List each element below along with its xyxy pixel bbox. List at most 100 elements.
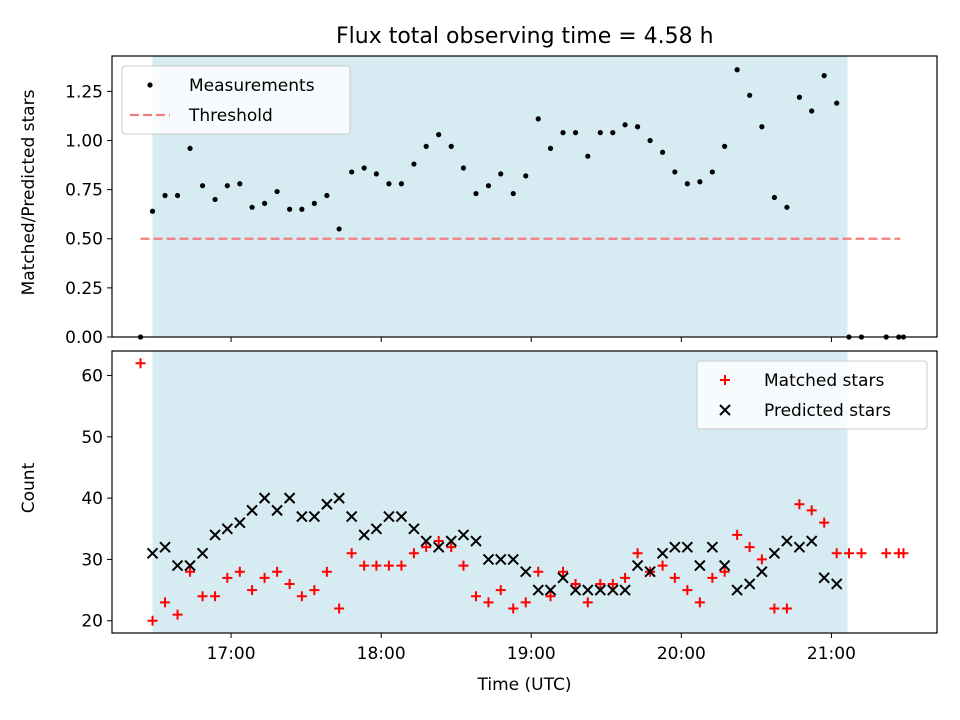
matched-star-point bbox=[694, 597, 705, 608]
count-panel: 20 30 40 50 60 17:00 18:00 19:00 20:00 21:00 Cou… bbox=[19, 350, 938, 695]
data-marks bbox=[137, 67, 907, 340]
measurement-point bbox=[622, 122, 628, 128]
measurement-point bbox=[224, 183, 230, 189]
measurement-point bbox=[796, 94, 803, 100]
measurement-point bbox=[237, 181, 243, 187]
predicted-star-point bbox=[209, 529, 221, 541]
matched-star-point bbox=[160, 597, 171, 608]
legend-label: Measurements bbox=[189, 76, 315, 96]
measurement-point bbox=[361, 165, 367, 171]
y-tick-label: 1.00 bbox=[65, 131, 103, 151]
matched-star-point bbox=[222, 572, 233, 583]
predicted-star-point bbox=[507, 553, 519, 566]
measurement-point bbox=[149, 208, 156, 214]
measurement-point bbox=[585, 153, 591, 159]
measurement-point bbox=[485, 183, 492, 189]
predicted-star-point bbox=[557, 572, 569, 584]
measurement-point bbox=[336, 226, 342, 232]
matched-star-point bbox=[856, 548, 867, 559]
matched-star-point bbox=[421, 542, 432, 553]
x-axis-label: Time (UTC) bbox=[477, 675, 572, 695]
predicted-star-point bbox=[345, 510, 358, 523]
matched-star-point bbox=[607, 578, 618, 589]
predicted-star-point bbox=[495, 553, 507, 566]
measurement-point bbox=[249, 204, 255, 210]
x-ticks: 17:00 18:00 19:00 20:00 21:00 bbox=[207, 633, 856, 664]
predicted-star-point bbox=[482, 553, 495, 566]
matched-star-point bbox=[234, 566, 245, 577]
measurement-point bbox=[299, 206, 305, 212]
predicted-star-point bbox=[830, 578, 843, 590]
x-tick-label: 21:00 bbox=[807, 644, 856, 664]
predicted-star-point bbox=[408, 523, 420, 535]
matched-star-point bbox=[582, 597, 593, 608]
measurement-point bbox=[311, 200, 317, 206]
predicted-star-point bbox=[706, 541, 719, 553]
matched-star-point bbox=[843, 548, 854, 559]
predicted-star-point bbox=[470, 535, 482, 547]
matched-star-point bbox=[558, 566, 569, 577]
y-tick-label: 40 bbox=[81, 489, 103, 509]
measurement-point bbox=[287, 206, 293, 212]
x-ticks bbox=[230, 337, 832, 342]
predicted-star-point bbox=[818, 572, 830, 584]
matched-star-point bbox=[508, 603, 519, 614]
predicted-star-point bbox=[793, 541, 806, 553]
measurement-point bbox=[784, 204, 790, 210]
matched-star-point bbox=[898, 548, 909, 559]
measurement-point bbox=[572, 130, 579, 136]
matched-star-point bbox=[470, 591, 481, 602]
matched-star-point bbox=[272, 566, 283, 577]
x-tick-label: 17:00 bbox=[207, 644, 256, 664]
predicted-star-point bbox=[333, 492, 345, 504]
y-tick-label: 0.50 bbox=[65, 230, 103, 250]
matched-star-point bbox=[359, 560, 370, 571]
matched-star-point bbox=[520, 597, 531, 608]
matched-star-point bbox=[135, 358, 146, 369]
measurement-point bbox=[809, 108, 815, 114]
measurement-point bbox=[547, 145, 554, 151]
measurement-point bbox=[187, 145, 193, 151]
measurement-point bbox=[747, 92, 753, 98]
predicted-star-point bbox=[457, 529, 470, 541]
legend-box bbox=[121, 65, 351, 135]
legend-marker bbox=[147, 82, 153, 88]
measurement-point bbox=[460, 165, 467, 171]
matched-star-point bbox=[197, 591, 208, 602]
predicted-star-point bbox=[532, 584, 544, 596]
measurement-point bbox=[274, 188, 280, 195]
y-ticks: 20 30 40 50 60 bbox=[81, 367, 112, 632]
predicted-star-point bbox=[607, 584, 619, 596]
legend-marker bbox=[720, 375, 730, 385]
matched-star-point bbox=[247, 585, 258, 596]
predicted-star-point bbox=[694, 559, 706, 572]
y-axis-label: Count bbox=[19, 462, 39, 513]
predicted-star-point bbox=[283, 492, 296, 504]
measurement-point bbox=[834, 100, 840, 106]
predicted-star-point bbox=[582, 584, 594, 596]
predicted-star-point bbox=[221, 523, 234, 535]
matched-star-point bbox=[371, 560, 382, 571]
matched-star-point bbox=[769, 603, 780, 614]
legend-label: Matched stars bbox=[764, 371, 884, 391]
matched-star-point bbox=[383, 560, 394, 571]
predicted-star-point bbox=[756, 565, 768, 578]
legend-label: Threshold bbox=[188, 106, 273, 126]
matched-star-point bbox=[210, 591, 221, 602]
axes-frame bbox=[111, 350, 938, 634]
predicted-star-point bbox=[370, 523, 383, 535]
measurement-point bbox=[386, 181, 392, 187]
chart-title: Flux total observing time = 4.58 h bbox=[336, 24, 714, 49]
measurement-point bbox=[398, 181, 405, 187]
predicted-star-point bbox=[258, 492, 271, 504]
measurement-point bbox=[697, 179, 703, 185]
matched-star-point bbox=[284, 578, 295, 589]
predicted-star-point bbox=[321, 498, 333, 510]
measurement-point bbox=[212, 196, 218, 203]
predicted-star-point bbox=[308, 510, 321, 523]
measurement-point bbox=[722, 143, 728, 149]
matched-star-point bbox=[495, 585, 506, 596]
matched-star-point bbox=[881, 548, 892, 559]
matched-star-point bbox=[346, 548, 357, 559]
